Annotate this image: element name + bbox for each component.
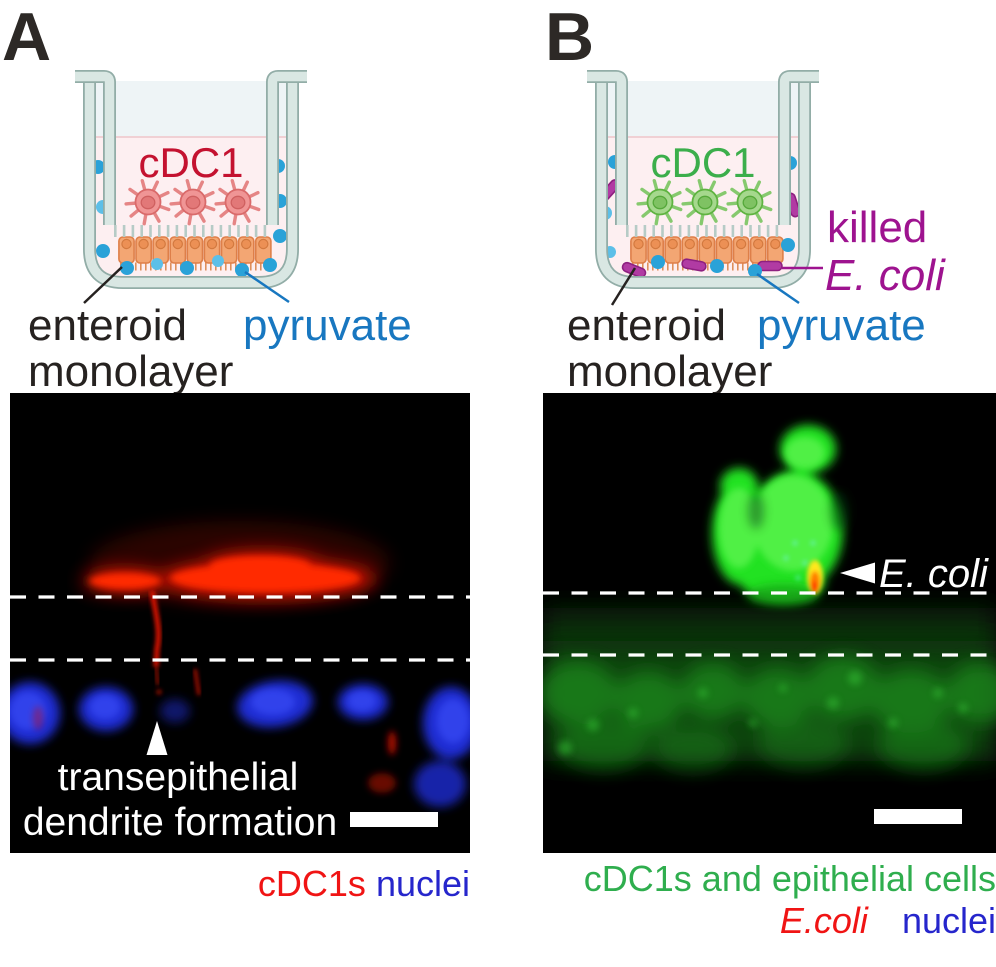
panel-b-schematic: cDC1 killed E. coli enteroid monolayer p… <box>567 70 946 395</box>
enteroid-label-line1: enteroid <box>28 301 187 350</box>
nuclei-blue <box>10 680 470 807</box>
cdc1-label: cDC1 <box>650 139 755 186</box>
enteroid-pointer-line <box>83 266 123 304</box>
killed-ecoli-label-line1: killed <box>827 203 927 252</box>
ecoli-annotation: E. coli <box>879 552 989 596</box>
panel-a-caption: cDC1s nuclei <box>10 863 470 905</box>
panel-a-letter: A <box>2 0 52 75</box>
panel-a-micrograph: transepithelial dendrite formation <box>10 393 470 853</box>
dendrite-annotation-line1: transepithelial <box>58 756 299 799</box>
scale-bar <box>874 809 962 824</box>
epithelial-cell-band <box>543 608 996 771</box>
killed-ecoli-label-line2: E. coli <box>825 251 946 300</box>
legend-ecoli: E.coli <box>779 899 868 941</box>
red-specks <box>33 706 396 793</box>
enteroid-monolayer <box>118 236 272 271</box>
pyruvate-pointer-line <box>756 272 800 305</box>
enteroid-pointer-line <box>610 267 637 306</box>
arrowhead-icon <box>146 721 168 755</box>
enteroid-label-line2: monolayer <box>28 347 233 395</box>
panel-b-caption: cDC1s and epithelial cells E.coli nuclei <box>543 858 996 942</box>
scale-bar <box>350 812 438 827</box>
panel-a-schematic: cDC1 enteroid monolayer pyruvate <box>28 70 412 395</box>
epithelium-boundary-dashed-lines <box>543 591 996 657</box>
panel-b-letter: B <box>545 0 595 75</box>
legend-nuclei: nuclei <box>901 899 996 941</box>
pyruvate-label: pyruvate <box>243 301 412 350</box>
epithelium-boundary-dashed-lines <box>10 595 470 662</box>
arrowhead-icon <box>840 562 875 584</box>
pyruvate-pointer-line <box>244 270 290 304</box>
transwell-walls <box>587 70 819 289</box>
cdc1-green-cell <box>712 425 850 605</box>
legend-cdc1s: cDC1s <box>257 863 366 904</box>
micrograph-background <box>10 393 470 853</box>
cdc1-red-cell <box>83 521 390 605</box>
ecoli-spot <box>807 560 823 594</box>
enteroid-label-line1: enteroid <box>567 301 726 350</box>
legend-cdc1s-epithelial: cDC1s and epithelial cells <box>583 858 996 899</box>
cdc1-label: cDC1 <box>138 139 243 186</box>
enteroid-label-line2: monolayer <box>567 347 772 395</box>
panel-b-micrograph: E. coli <box>543 393 996 853</box>
legend-nuclei: nuclei <box>375 863 470 904</box>
pyruvate-label: pyruvate <box>757 301 926 350</box>
transwell-walls <box>75 70 307 289</box>
dendrite-annotation-line2: dendrite formation <box>23 801 337 844</box>
